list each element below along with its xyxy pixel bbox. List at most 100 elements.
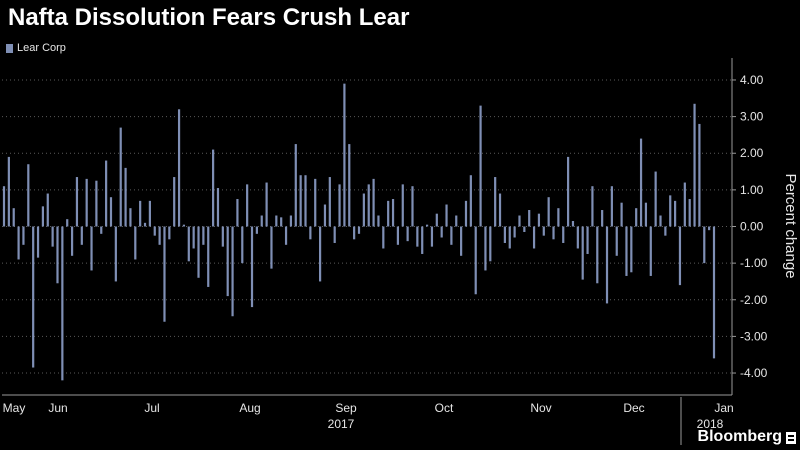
bar	[343, 83, 346, 227]
y-tick-label: -1.00	[740, 256, 768, 270]
bar	[581, 226, 584, 280]
y-tick-label: 4.00	[740, 73, 764, 87]
bar	[678, 226, 682, 286]
bar	[353, 226, 356, 240]
bar	[664, 226, 667, 236]
bar	[673, 200, 677, 227]
bar	[401, 184, 404, 227]
year-label: 2017	[328, 417, 355, 431]
bar	[460, 226, 463, 256]
bar	[639, 138, 643, 227]
y-axis-title: Percent change	[782, 173, 799, 278]
bar	[32, 226, 35, 368]
bar	[80, 226, 83, 245]
bar	[425, 224, 429, 227]
bar	[479, 105, 482, 227]
bar	[328, 177, 331, 227]
bar	[143, 222, 147, 227]
x-tick-label: Oct	[435, 401, 454, 415]
bar	[362, 193, 365, 227]
bar	[246, 184, 249, 227]
bar	[153, 226, 156, 236]
bar	[270, 226, 273, 269]
bar	[518, 215, 521, 227]
bar	[367, 184, 370, 227]
bar	[236, 199, 239, 227]
bar	[348, 144, 351, 227]
bar	[377, 215, 380, 227]
bar	[693, 103, 696, 227]
bar	[382, 226, 385, 249]
bar	[216, 188, 220, 227]
bar	[221, 226, 224, 247]
x-tick-label: Dec	[623, 401, 644, 415]
bar	[2, 186, 6, 227]
bar	[66, 219, 69, 227]
bar	[406, 226, 409, 242]
x-tick-label: Jul	[144, 401, 159, 415]
bar	[333, 226, 336, 243]
bar	[109, 197, 113, 227]
bar	[61, 226, 64, 381]
y-tick-label: -4.00	[740, 366, 768, 380]
bar	[440, 226, 443, 238]
bar	[620, 202, 623, 227]
bar	[95, 180, 98, 227]
bar	[450, 226, 453, 245]
bar	[532, 226, 536, 249]
bar	[304, 175, 307, 227]
bar	[323, 204, 327, 227]
bar	[197, 226, 200, 278]
chart-title: Nafta Dissolution Fears Crush Lear	[8, 4, 410, 31]
bar	[27, 164, 30, 227]
bar	[576, 226, 579, 249]
bar	[372, 178, 375, 227]
legend-label: Lear Corp	[17, 42, 66, 54]
bar	[7, 156, 10, 227]
bar	[51, 226, 54, 247]
bar	[654, 171, 657, 227]
bar	[163, 226, 166, 322]
bar	[547, 197, 550, 227]
bar	[90, 226, 93, 271]
bar	[192, 226, 195, 249]
bar	[445, 204, 448, 227]
y-tick-label: 3.00	[740, 110, 764, 124]
legend: Lear Corp	[6, 42, 66, 54]
bar	[605, 226, 609, 304]
bar	[124, 167, 127, 227]
bar	[669, 195, 672, 227]
bar	[139, 200, 142, 227]
bar	[683, 182, 686, 227]
bar	[416, 226, 419, 247]
bar	[250, 226, 254, 308]
bar	[712, 226, 716, 359]
bar	[391, 199, 395, 227]
bar	[46, 193, 49, 227]
bar	[202, 226, 205, 245]
x-tick-label: Nov	[530, 401, 551, 415]
bar	[610, 186, 613, 227]
bar	[314, 178, 317, 227]
bar	[12, 208, 15, 227]
bar	[212, 149, 215, 227]
bar	[119, 127, 122, 227]
x-tick-label: Jan	[714, 401, 733, 415]
bar	[284, 226, 288, 245]
bar	[489, 226, 492, 262]
bar	[357, 226, 361, 234]
bar	[644, 202, 648, 227]
bar	[508, 226, 511, 249]
bar	[75, 177, 79, 227]
bar	[129, 208, 132, 227]
bar	[688, 199, 691, 227]
bar	[187, 226, 190, 262]
y-tick-label: -2.00	[740, 293, 768, 307]
bar	[562, 226, 565, 243]
bar	[177, 109, 181, 227]
bar	[703, 226, 706, 264]
bar	[100, 226, 103, 234]
bar	[635, 208, 638, 227]
bar	[615, 226, 618, 256]
